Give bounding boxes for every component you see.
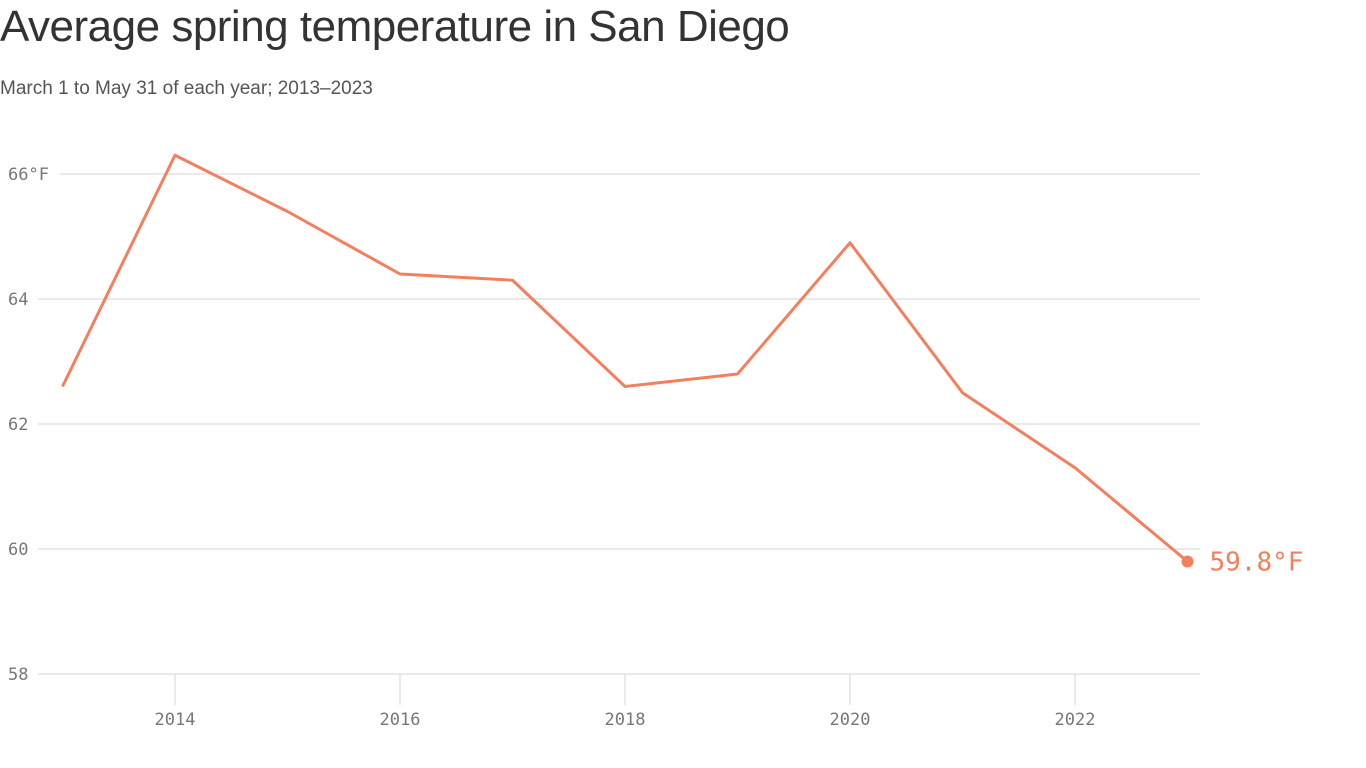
data-point (1181, 555, 1194, 568)
ytick-label: 62 (8, 415, 28, 435)
xtick-label: 2014 (155, 710, 196, 730)
series-line (61, 153, 1189, 563)
chart-title: Average spring temperature in San Diego (0, 2, 790, 51)
xtick-label: 2020 (830, 710, 871, 730)
ytick-label-bg (0, 162, 60, 186)
ytick-label-bg (0, 287, 38, 311)
xtick-label: 2016 (380, 710, 421, 730)
ytick-label-bg (0, 412, 38, 436)
xtick-label: 2018 (605, 710, 646, 730)
ytick-label: 60 (8, 540, 28, 560)
ytick-label: 58 (8, 665, 28, 685)
chart-subtitle: March 1 to May 31 of each year; 2013–202… (0, 78, 373, 99)
ytick-label-bg (0, 537, 38, 561)
ytick-label: 64 (8, 290, 28, 310)
end-value-label: 59.8°F (1210, 548, 1304, 578)
ytick-label-bg (0, 662, 38, 686)
xtick-label: 2022 (1055, 710, 1096, 730)
ytick-label: 66°F (8, 165, 49, 185)
